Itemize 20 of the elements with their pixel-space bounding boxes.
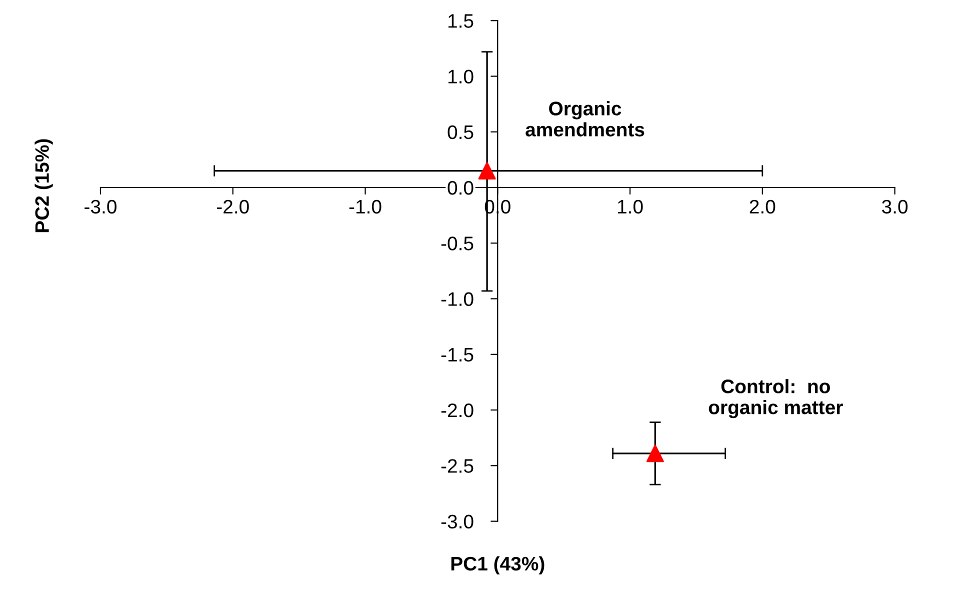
annotation: Organic amendments [526, 101, 644, 136]
y-axis-title: PC2 (15%) [34, 139, 53, 232]
y-tick-label: -2.0 [441, 403, 474, 418]
y-tick-label: 1.5 [448, 14, 474, 28]
y-tick-label: -3.0 [441, 514, 474, 528]
x-axis-title: PC1 (43%) [451, 556, 544, 574]
x-tick-label: -2.0 [216, 200, 249, 214]
y-tick-label: 0.5 [448, 125, 474, 140]
x-tick-label: 1.0 [618, 200, 643, 214]
y-tick-label: 1.0 [448, 70, 474, 84]
x-tick-label: 3.0 [882, 200, 908, 214]
y-tick-label: -2.5 [441, 459, 474, 473]
y-tick-label: 0.0 [448, 180, 474, 195]
y-tick-label: -1.0 [441, 292, 474, 306]
y-tick-label: -0.5 [441, 236, 474, 250]
x-tick-label: -3.0 [84, 200, 116, 214]
annotation: Control: no organic matter [708, 379, 843, 418]
x-tick-label: -1.0 [349, 200, 382, 214]
x-tick-label: 2.0 [750, 200, 776, 214]
y-tick-label: -1.5 [441, 348, 474, 362]
